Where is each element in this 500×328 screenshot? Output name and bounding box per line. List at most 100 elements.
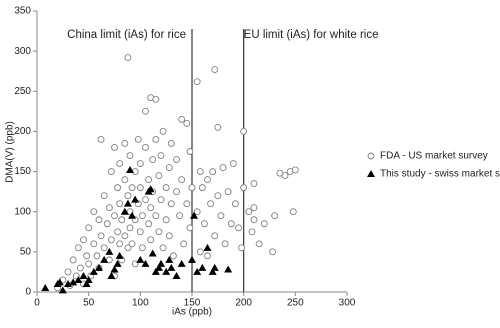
point [211, 232, 219, 240]
point [126, 224, 134, 232]
y-tick-label: 100 [14, 206, 31, 217]
y-tick-label: 350 [14, 6, 31, 17]
point [74, 244, 82, 252]
point [186, 224, 194, 232]
point [116, 160, 124, 167]
point [193, 267, 202, 275]
point [116, 240, 124, 248]
y-tick-label: 300 [14, 46, 31, 57]
point [196, 168, 204, 176]
point [221, 240, 229, 248]
point [167, 140, 175, 147]
point [177, 259, 186, 267]
point [219, 164, 227, 172]
limit-label: China limit (iAs) for rice [67, 29, 186, 41]
point [103, 220, 111, 228]
point [136, 255, 145, 263]
point [55, 278, 64, 286]
point [138, 212, 146, 220]
point [255, 240, 263, 248]
point [90, 240, 98, 248]
point [162, 216, 170, 224]
point [165, 255, 174, 263]
point [113, 259, 122, 267]
point [155, 228, 163, 236]
legend-marker [367, 170, 375, 177]
point [157, 152, 165, 159]
x-tick-label: 0 [34, 298, 40, 309]
point [145, 176, 153, 184]
point [120, 207, 129, 215]
point [227, 220, 235, 228]
point [204, 176, 211, 184]
point [173, 156, 180, 163]
point [114, 228, 122, 236]
point [152, 95, 160, 103]
point [142, 144, 149, 151]
point [224, 265, 233, 273]
point [159, 244, 167, 252]
point [97, 136, 105, 143]
point [169, 252, 177, 260]
point [124, 244, 132, 252]
point [128, 211, 137, 219]
point [162, 184, 170, 192]
point [41, 283, 50, 291]
x-tick-label: 50 [83, 298, 95, 309]
limit-label: EU limit (iAs) for white rice [244, 29, 379, 41]
point [136, 184, 144, 192]
point [69, 256, 77, 264]
point [214, 123, 222, 131]
point [183, 119, 191, 127]
x-axis-label: iAs (ppb) [172, 307, 212, 318]
point [188, 255, 196, 263]
point [121, 176, 129, 184]
point [289, 208, 297, 216]
point [248, 228, 256, 236]
point [114, 184, 122, 192]
y-tick-label: 250 [14, 86, 31, 97]
point [271, 212, 279, 220]
point [95, 263, 103, 271]
point [100, 192, 108, 200]
point [76, 264, 84, 272]
point [178, 176, 186, 184]
point [167, 200, 175, 208]
point [141, 259, 150, 267]
point [116, 200, 124, 208]
point [105, 204, 113, 212]
point [240, 184, 248, 192]
point [154, 263, 163, 271]
point [145, 220, 153, 228]
x-tick-label: 200 [235, 298, 252, 309]
point [136, 160, 144, 167]
point [151, 267, 160, 275]
point [124, 192, 132, 200]
point [231, 200, 239, 208]
point [124, 54, 132, 62]
x-tick-label: 300 [339, 298, 356, 309]
point [89, 267, 98, 275]
point [196, 248, 204, 256]
point [93, 252, 101, 260]
point [250, 216, 258, 224]
point [107, 236, 115, 244]
point [193, 78, 201, 86]
point [64, 268, 72, 276]
point [131, 195, 140, 203]
point [107, 168, 115, 176]
point [183, 200, 191, 208]
point [260, 220, 268, 228]
point [224, 188, 232, 196]
y-tick-label: 200 [14, 126, 31, 137]
point [250, 180, 258, 188]
legend-label: FDA - US market survey [380, 151, 488, 162]
x-tick-label: 250 [287, 298, 304, 309]
legend-marker [367, 152, 375, 160]
point [180, 240, 188, 248]
point [95, 216, 103, 224]
point [200, 220, 208, 228]
point [209, 168, 217, 176]
point [121, 232, 129, 240]
